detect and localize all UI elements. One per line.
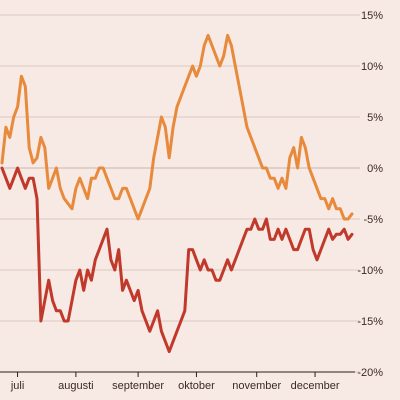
y-tick-label: -5% bbox=[363, 214, 383, 226]
gridlines bbox=[0, 14, 360, 373]
y-tick-label: 0% bbox=[367, 163, 383, 175]
y-axis-labels: 15% 10% 5% 0% -5% -10% -15% -20% bbox=[357, 10, 383, 379]
y-tick-label: -10% bbox=[357, 265, 383, 277]
y-tick-label: -20% bbox=[357, 367, 383, 379]
y-tick-label: 5% bbox=[367, 112, 383, 124]
x-tick-label: november bbox=[232, 380, 281, 392]
series-line-1 bbox=[0, 33, 354, 221]
x-tick-label: augusti bbox=[58, 380, 93, 392]
y-tick-label: 10% bbox=[361, 61, 383, 73]
x-axis: juli augusti september oktober november decem… bbox=[0, 371, 355, 392]
series-group bbox=[0, 33, 354, 354]
y-tick-label: 15% bbox=[361, 10, 383, 22]
x-tick-label: september bbox=[112, 380, 164, 392]
x-tick-label: december bbox=[291, 380, 340, 392]
x-tick-label: juli bbox=[10, 380, 24, 392]
x-tick-label: oktober bbox=[178, 380, 215, 392]
series-line-2 bbox=[0, 166, 354, 354]
y-tick-label: -15% bbox=[357, 316, 383, 328]
